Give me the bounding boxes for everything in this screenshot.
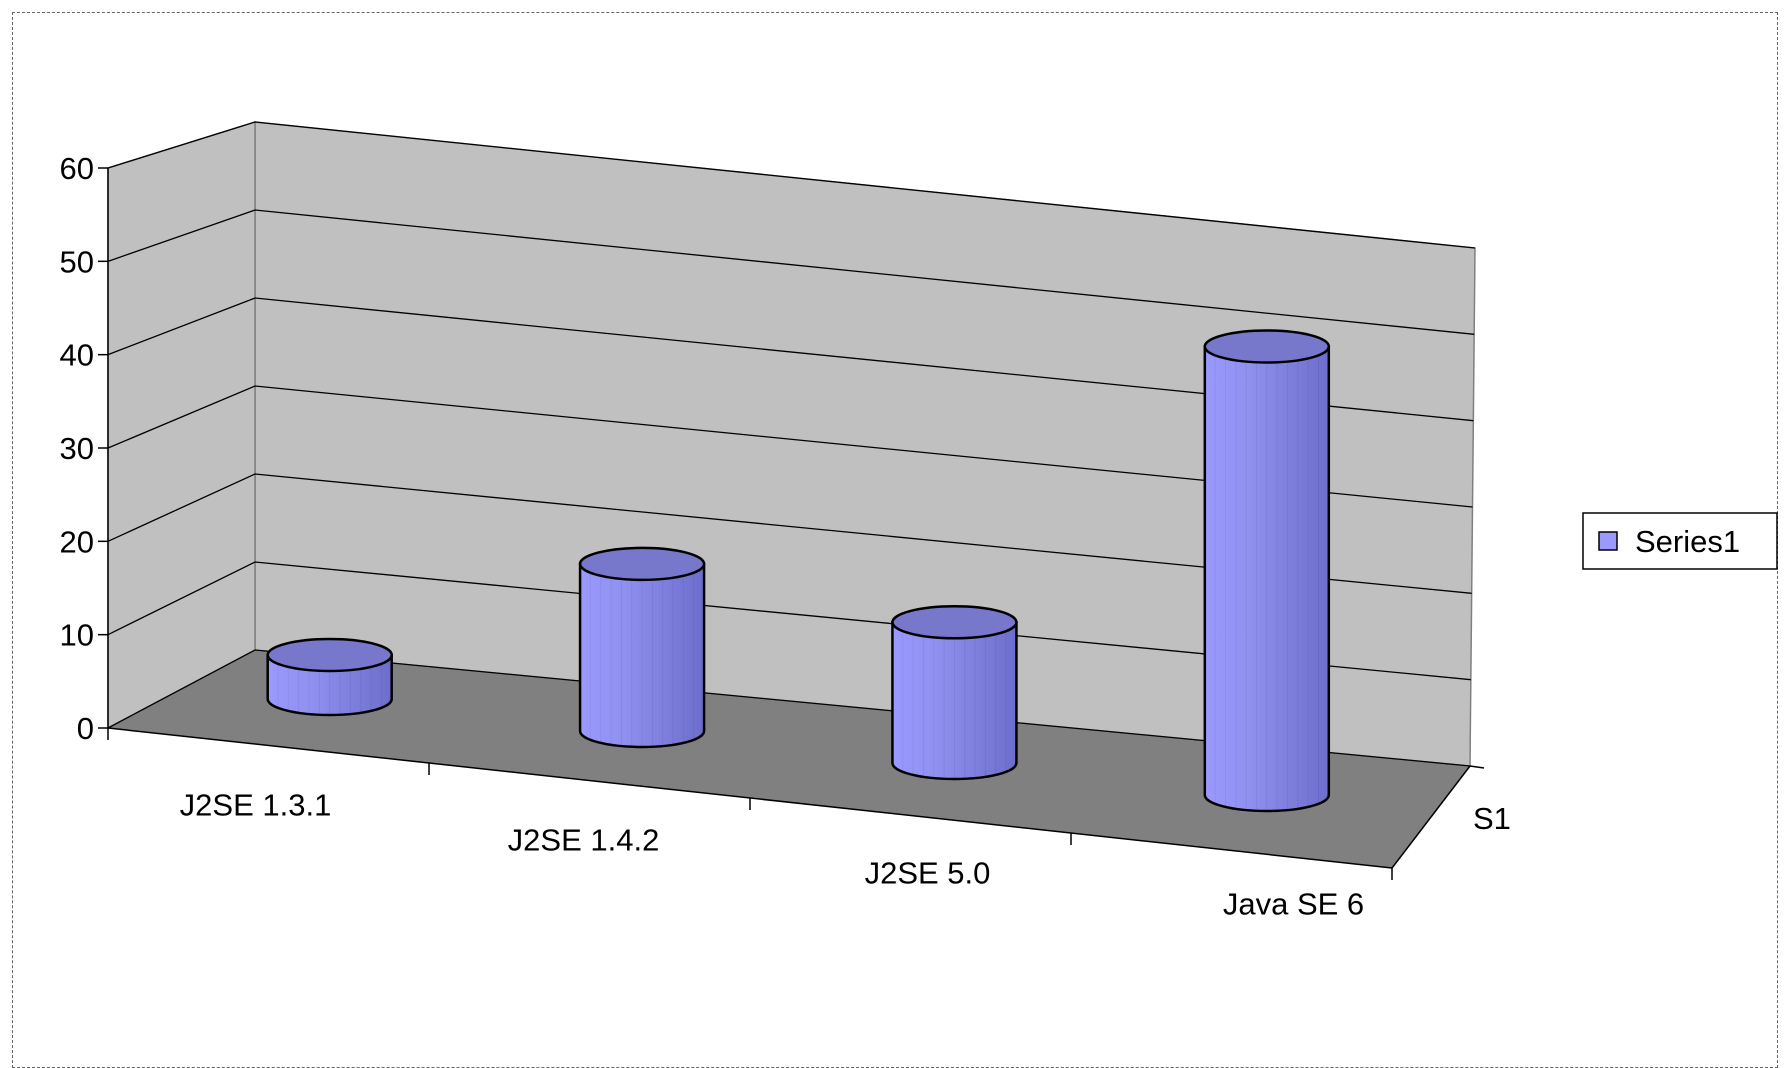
x-tick-label: J2SE 1.4.2 <box>508 823 660 858</box>
x-tick-label: Java SE 6 <box>1223 887 1364 922</box>
y-tick-label: 30 <box>60 431 94 466</box>
y-tick-label: 60 <box>60 151 94 186</box>
y-tick-label: 0 <box>77 711 94 746</box>
chart-walls <box>107 120 1485 869</box>
legend-label: Series1 <box>1635 524 1740 559</box>
gridline-0 <box>107 649 1471 767</box>
bar-top <box>578 546 706 582</box>
gridline-20 <box>107 473 1472 594</box>
bar-3 <box>891 605 1018 781</box>
y-tick-label: 10 <box>60 618 94 653</box>
depth-axis-tick <box>1469 765 1485 769</box>
gridline-50 <box>107 209 1475 335</box>
side-wall <box>107 120 256 730</box>
y-tick-label: 20 <box>60 524 94 559</box>
gridline-40 <box>107 297 1474 422</box>
legend-swatch <box>1598 531 1618 551</box>
floor <box>108 650 1470 868</box>
bar-4 <box>1203 329 1331 813</box>
bar-top <box>266 637 393 673</box>
y-axis: 0 10 20 30 40 50 60 <box>60 151 109 746</box>
bar-2 <box>578 546 706 749</box>
legend: Series1 <box>1582 512 1778 570</box>
x-axis: J2SE 1.3.1 J2SE 1.4.2 J2SE 5.0 Java SE 6 S1 <box>107 727 1511 922</box>
gridline-10 <box>107 561 1471 681</box>
y-tick-label: 50 <box>60 244 94 279</box>
depth-axis-line <box>1391 765 1471 869</box>
bar-body <box>1203 345 1331 813</box>
bar-body <box>578 562 706 749</box>
bars <box>266 329 1331 813</box>
bar-body <box>891 621 1018 781</box>
bar-top <box>891 605 1018 640</box>
gridlines <box>107 121 1476 767</box>
y-tick-label: 40 <box>60 338 94 373</box>
bar-top <box>1203 329 1331 364</box>
x-tick-label: J2SE 5.0 <box>865 856 991 891</box>
bar-1 <box>266 637 393 717</box>
x-tick-label: J2SE 1.3.1 <box>180 788 332 823</box>
depth-axis-label: S1 <box>1473 801 1511 836</box>
gridline-60 <box>107 121 1476 249</box>
gridline-30 <box>107 385 1473 508</box>
